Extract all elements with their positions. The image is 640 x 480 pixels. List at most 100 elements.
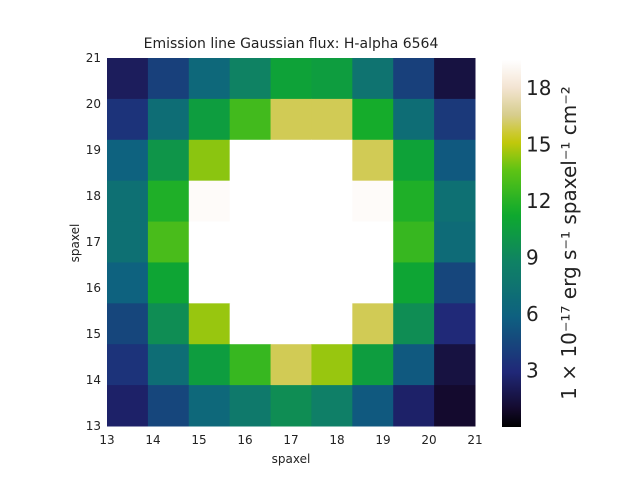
y-tick-label: 18: [86, 189, 101, 203]
heatmap-cell: [393, 58, 435, 100]
y-tick-label: 21: [86, 51, 101, 65]
heatmap-cell: [107, 303, 149, 345]
heatmap-cell: [393, 139, 435, 182]
heatmap-cell: [229, 180, 272, 223]
heatmap-cell: [434, 221, 476, 263]
heatmap-cell: [107, 221, 149, 263]
heatmap-cell: [270, 139, 312, 182]
heatmap-cell: [229, 58, 272, 100]
heatmap-cell: [147, 58, 190, 100]
x-tick-label: 20: [421, 433, 436, 447]
colorbar: [502, 60, 521, 427]
heatmap-cell: [107, 262, 149, 304]
heatmap-cell: [107, 385, 149, 427]
heatmap-cell: [311, 98, 353, 141]
y-tick-label: 16: [86, 281, 101, 295]
heatmap-cell: [229, 344, 272, 386]
heatmap-cell: [311, 221, 353, 263]
heatmap-cell: [270, 385, 312, 427]
heatmap-cell: [147, 180, 190, 223]
heatmap-cell: [393, 303, 435, 345]
heatmap-cell: [434, 98, 476, 141]
heatmap-cell: [311, 344, 353, 386]
heatmap-cell: [352, 98, 394, 141]
heatmap-cell: [352, 58, 394, 100]
heatmap-cell: [188, 180, 231, 223]
heatmap-cell: [188, 58, 231, 100]
heatmap-cell: [188, 98, 231, 141]
heatmap-cell: [393, 180, 435, 223]
y-tick-label: 20: [86, 97, 101, 111]
x-tick-label: 19: [375, 433, 390, 447]
heatmap-cell: [352, 221, 394, 263]
heatmap-cell: [147, 139, 190, 182]
heatmap-cell: [188, 262, 231, 304]
heatmap-cell: [270, 180, 312, 223]
x-tick-label: 14: [145, 433, 160, 447]
y-tick-label: 13: [86, 419, 101, 433]
x-tick-label: 21: [467, 433, 482, 447]
x-tick-label: 17: [283, 433, 298, 447]
heatmap-cell: [352, 385, 394, 427]
chart-title: Emission line Gaussian flux: H-alpha 656…: [144, 36, 439, 52]
heatmap-cell: [311, 303, 353, 345]
colorbar-tick-label: 9: [526, 246, 539, 270]
heatmap-cell: [270, 344, 312, 386]
heatmap-cell: [311, 262, 353, 304]
heatmap-cell: [393, 344, 435, 386]
heatmap-cell: [270, 262, 312, 304]
x-tick-label: 13: [99, 433, 114, 447]
heatmap-cell: [270, 58, 312, 100]
heatmap-cell: [434, 344, 476, 386]
heatmap-cell: [393, 98, 435, 141]
heatmap-cell: [147, 262, 190, 304]
heatmap-cell: [434, 180, 476, 223]
heatmap-cell: [147, 344, 190, 386]
heatmap-cell: [434, 385, 476, 427]
heatmap-cell: [107, 180, 149, 223]
heatmap-cell: [434, 139, 476, 182]
heatmap-cell: [229, 385, 272, 427]
heatmap-cell: [434, 58, 476, 100]
heatmap-cell: [107, 58, 149, 100]
heatmap-cell: [229, 139, 272, 182]
heatmap-cell: [188, 344, 231, 386]
x-tick-label: 18: [329, 433, 344, 447]
y-tick-label: 19: [86, 143, 101, 157]
heatmap-cell: [270, 98, 312, 141]
x-tick-label: 16: [237, 433, 252, 447]
heatmap-cell: [229, 303, 272, 345]
heatmap-cell: [352, 180, 394, 223]
x-tick-label: 15: [191, 433, 206, 447]
x-tick-labels: 13 14 15 16 17 18 19 20 21: [99, 433, 482, 447]
y-tick-label: 15: [86, 327, 101, 341]
y-tick-label: 14: [86, 373, 101, 387]
colorbar-tick-label: 6: [526, 302, 539, 326]
heatmap-cell: [434, 262, 476, 304]
y-tick-labels: 13 14 15 16 17 18 19 20 21: [86, 51, 101, 433]
heatmap-cell: [147, 303, 190, 345]
heatmap-cell: [229, 221, 272, 263]
heatmap-cell: [188, 385, 231, 427]
y-tick-label: 17: [86, 235, 101, 249]
heatmap-cell: [311, 58, 353, 100]
heatmap-cell: [188, 221, 231, 263]
heatmap-cell: [352, 344, 394, 386]
heatmap-cell: [311, 139, 353, 182]
colorbar-label: 1 × 10⁻¹⁷ erg s⁻¹ spaxel⁻¹ cm⁻²: [557, 86, 581, 400]
colorbar-tick-label: 15: [526, 133, 551, 157]
heatmap-cell: [229, 262, 272, 304]
heatmap-cell: [393, 262, 435, 304]
heatmap-cell: [434, 303, 476, 345]
heatmap-cell: [107, 139, 149, 182]
heatmap-grid: [107, 58, 476, 427]
heatmap-cell: [188, 139, 231, 182]
heatmap-cell: [270, 303, 312, 345]
heatmap-cell: [270, 221, 312, 263]
x-axis-label: spaxel: [272, 452, 311, 466]
heatmap-cell: [107, 344, 149, 386]
heatmap-cell: [147, 385, 190, 427]
colorbar-tick-label: 18: [526, 76, 551, 100]
heatmap-cell: [352, 303, 394, 345]
